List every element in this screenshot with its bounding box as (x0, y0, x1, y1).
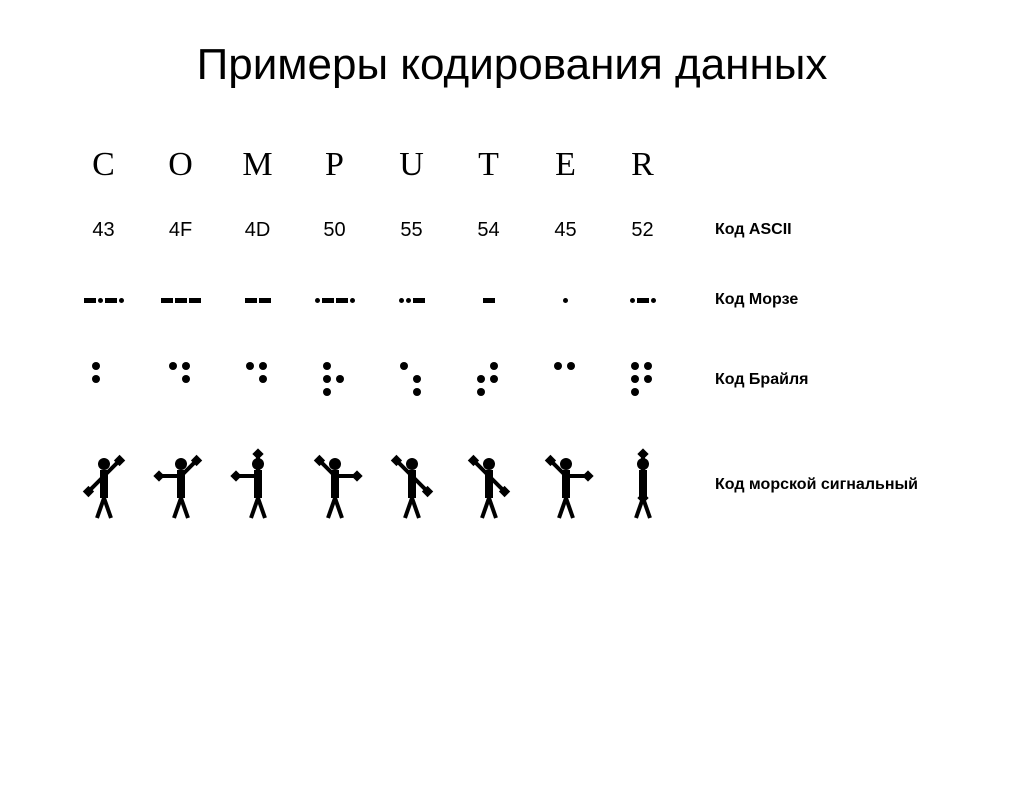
braille-cell (219, 362, 296, 398)
morse-cells (65, 293, 685, 307)
semaphore-cell (527, 448, 604, 523)
morse-cell (142, 293, 219, 307)
braille-cell (65, 362, 142, 398)
semaphore-cell (450, 448, 527, 523)
braille-cell (142, 362, 219, 398)
semaphore-cell (296, 448, 373, 523)
ascii-cells: 434F4D5055544552 (65, 219, 685, 242)
morse-cell (604, 293, 681, 307)
morse-cell (527, 293, 604, 307)
semaphore-cell (604, 448, 681, 523)
ascii-cell: 43 (65, 219, 142, 242)
morse-cell (373, 293, 450, 307)
ascii-cell: 54 (450, 219, 527, 242)
morse-label: Код Морзе (715, 291, 798, 309)
letters-cells: COMPUTER (65, 146, 685, 184)
encoding-table: COMPUTER 434F4D5055544552 Код ASCII Код … (65, 140, 965, 525)
letter-cell: M (219, 146, 296, 184)
braille-row: Код Брайля (65, 360, 965, 400)
ascii-label: Код ASCII (715, 221, 792, 239)
letter-cell: O (142, 146, 219, 184)
braille-cell (450, 362, 527, 398)
semaphore-row: Код морской сигнальный (65, 445, 965, 525)
morse-cell (219, 293, 296, 307)
braille-cells (65, 362, 685, 398)
semaphore-cell (65, 448, 142, 523)
letter-cell: C (65, 146, 142, 184)
morse-cell (296, 293, 373, 307)
page-title: Примеры кодирования данных (0, 40, 1024, 90)
letter-cell: P (296, 146, 373, 184)
braille-cell (373, 362, 450, 398)
ascii-cell: 50 (296, 219, 373, 242)
ascii-row: 434F4D5055544552 Код ASCII (65, 215, 965, 245)
semaphore-label: Код морской сигнальный (715, 476, 918, 494)
letter-cell: T (450, 146, 527, 184)
morse-cell (450, 293, 527, 307)
semaphore-cells (65, 448, 685, 523)
ascii-cell: 45 (527, 219, 604, 242)
semaphore-cell (142, 448, 219, 523)
letter-cell: E (527, 146, 604, 184)
ascii-cell: 52 (604, 219, 681, 242)
ascii-cell: 55 (373, 219, 450, 242)
letter-cell: U (373, 146, 450, 184)
semaphore-cell (373, 448, 450, 523)
braille-cell (604, 362, 681, 398)
braille-label: Код Брайля (715, 371, 808, 389)
morse-cell (65, 293, 142, 307)
ascii-cell: 4D (219, 219, 296, 242)
semaphore-cell (219, 448, 296, 523)
ascii-cell: 4F (142, 219, 219, 242)
morse-row: Код Морзе (65, 290, 965, 310)
letters-row: COMPUTER (65, 140, 965, 190)
braille-cell (527, 362, 604, 398)
braille-cell (296, 362, 373, 398)
letter-cell: R (604, 146, 681, 184)
